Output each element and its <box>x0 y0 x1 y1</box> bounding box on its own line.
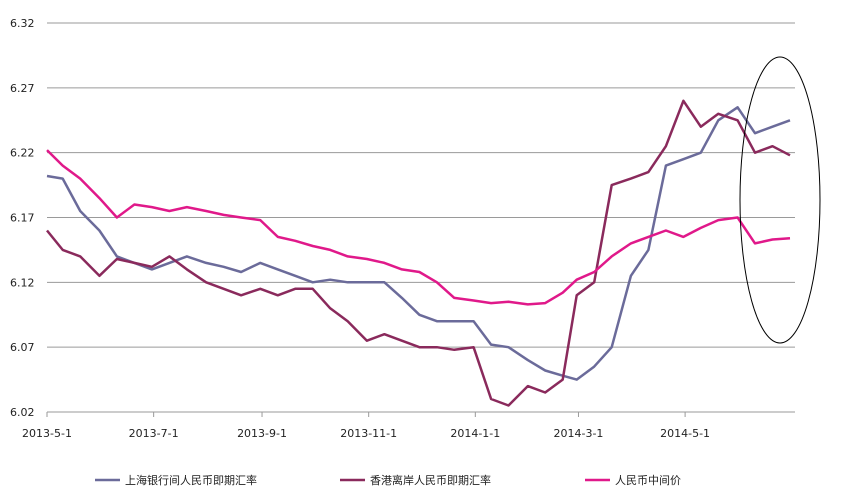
legend: 上海银行间人民币即期汇率 香港离岸人民币即期汇率 人民币中间价 <box>95 473 681 487</box>
y-axis-tick-labels: 6.32 6.27 6.22 6.17 6.12 6.07 6.02 <box>10 17 35 419</box>
legend-label: 香港离岸人民币即期汇率 <box>370 473 491 487</box>
x-tick-label: 2013-11-1 <box>340 427 397 440</box>
series-line-1 <box>46 106 791 381</box>
y-tick-label: 6.22 <box>10 147 35 160</box>
series-line-3 <box>46 149 791 306</box>
series-line-2 <box>46 99 791 407</box>
y-gridlines <box>47 22 795 413</box>
x-tick-label: 2014-5-1 <box>660 427 710 440</box>
x-tick-label: 2013-5-1 <box>22 427 72 440</box>
legend-label: 人民币中间价 <box>615 474 681 487</box>
y-tick-label: 6.02 <box>10 406 35 419</box>
legend-label: 上海银行间人民币即期汇率 <box>125 473 257 487</box>
y-tick-label: 6.27 <box>10 82 35 95</box>
y-tick-label: 6.12 <box>10 276 35 289</box>
x-tick-label: 2013-9-1 <box>237 427 287 440</box>
y-tick-label: 6.17 <box>10 212 35 225</box>
x-tick-label: 2014-1-1 <box>450 427 500 440</box>
y-tick-label: 6.32 <box>10 17 35 30</box>
x-tick-label: 2013-7-1 <box>129 427 179 440</box>
x-axis: 2013-5-1 2013-7-1 2013-9-1 2013-11-1 2014-1-… <box>22 412 710 440</box>
series-lines <box>46 99 791 407</box>
x-tick-label: 2014-3-1 <box>553 427 603 440</box>
highlight-ellipse <box>739 56 821 344</box>
y-tick-label: 6.07 <box>10 341 35 354</box>
